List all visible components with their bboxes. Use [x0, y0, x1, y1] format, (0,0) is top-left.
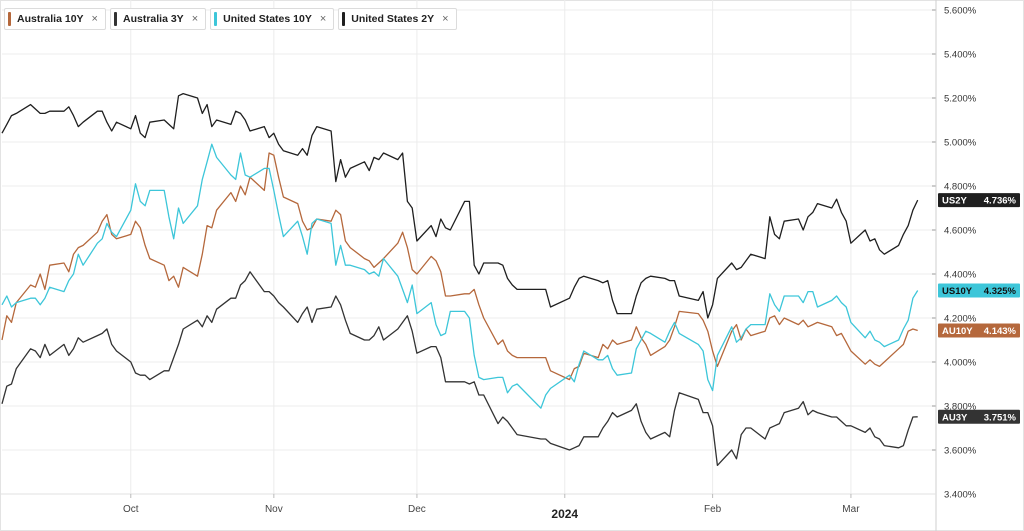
- x-tick-label: Feb: [704, 504, 722, 515]
- x-axis: Oct Nov Dec 2024 Feb Mar: [0, 493, 936, 521]
- series-color-swatch: [8, 12, 11, 26]
- y-tick-label: 3.800%: [944, 402, 977, 413]
- legend-chip-united-states-10y[interactable]: United States 10Y ×: [210, 8, 335, 30]
- x-tick-label: Mar: [842, 504, 860, 515]
- legend-chip-united-states-2y[interactable]: United States 2Y ×: [338, 8, 457, 30]
- y-tick-label: 5.200%: [944, 94, 977, 105]
- last-value-badges: AU10Y 4.143% AU3Y 3.751% US10Y 4.325% US2Y 4.73…: [938, 193, 1020, 424]
- series-line-united-states-10y: [1, 143, 919, 409]
- grid-lines: [2, 0, 932, 495]
- badge-background: [938, 283, 1020, 298]
- series-color-swatch: [113, 12, 117, 26]
- badge-label: US2Y: [942, 196, 967, 207]
- x-tick-label: Nov: [265, 504, 283, 515]
- y-tick-label: 5.600%: [944, 6, 977, 17]
- series-line-united-states-2y: [1, 92, 919, 319]
- y-tick-label: 4.400%: [944, 270, 977, 281]
- badge-background: [938, 323, 1020, 338]
- close-icon[interactable]: ×: [91, 13, 98, 25]
- y-axis: 3.400% 3.600% 3.800% 4.000% 4.200% 4.400% 4.60…: [932, 0, 977, 531]
- series-color-swatch: [342, 12, 346, 26]
- legend-label: United States 2Y: [351, 13, 435, 25]
- x-tick-label: 2024: [551, 507, 578, 521]
- value-badge-united-states-10y: US10Y 4.325%: [938, 283, 1020, 298]
- legend-chip-australia-3y[interactable]: Australia 3Y ×: [109, 8, 207, 30]
- y-tick-label: 5.000%: [944, 138, 977, 149]
- value-badge-australia-3y: AU3Y 3.751%: [938, 409, 1020, 424]
- badge-value: 4.736%: [984, 196, 1017, 207]
- badge-value: 3.751%: [984, 412, 1017, 423]
- x-tick-label: Dec: [408, 504, 426, 515]
- badge-background: [938, 193, 1020, 208]
- y-tick-label: 4.000%: [944, 358, 977, 369]
- legend-label: Australia 3Y: [122, 13, 184, 25]
- y-tick-label: 3.400%: [944, 490, 977, 501]
- value-badge-united-states-2y: US2Y 4.736%: [938, 193, 1020, 208]
- badge-value: 4.143%: [984, 326, 1017, 337]
- x-tick-label: Oct: [123, 504, 139, 515]
- legend-chip-australia-10y[interactable]: Australia 10Y ×: [4, 8, 106, 30]
- y-tick-label: 4.800%: [944, 182, 977, 193]
- series-line-australia-3y: [1, 271, 918, 467]
- value-badge-australia-10y: AU10Y 4.143%: [938, 323, 1020, 338]
- legend-label: United States 10Y: [223, 13, 312, 25]
- y-tick-label: 3.600%: [944, 446, 977, 457]
- badge-label: US10Y: [942, 286, 973, 297]
- series-line-australia-10y: [1, 152, 918, 381]
- series-color-swatch: [214, 12, 218, 26]
- series-lines: [1, 92, 919, 467]
- y-tick-label: 4.600%: [944, 226, 977, 237]
- badge-label: AU10Y: [942, 326, 973, 337]
- badge-background: [938, 409, 1020, 424]
- close-icon[interactable]: ×: [319, 13, 327, 25]
- legend-label: Australia 10Y: [17, 13, 84, 25]
- badge-label: AU3Y: [942, 412, 968, 423]
- y-tick-label: 5.400%: [944, 50, 977, 61]
- badge-value: 4.325%: [984, 286, 1017, 297]
- y-tick-label: 4.200%: [944, 314, 977, 325]
- close-icon[interactable]: ×: [191, 13, 199, 25]
- close-icon[interactable]: ×: [442, 13, 449, 25]
- series-legend: Australia 10Y × Australia 3Y × United St…: [4, 8, 457, 30]
